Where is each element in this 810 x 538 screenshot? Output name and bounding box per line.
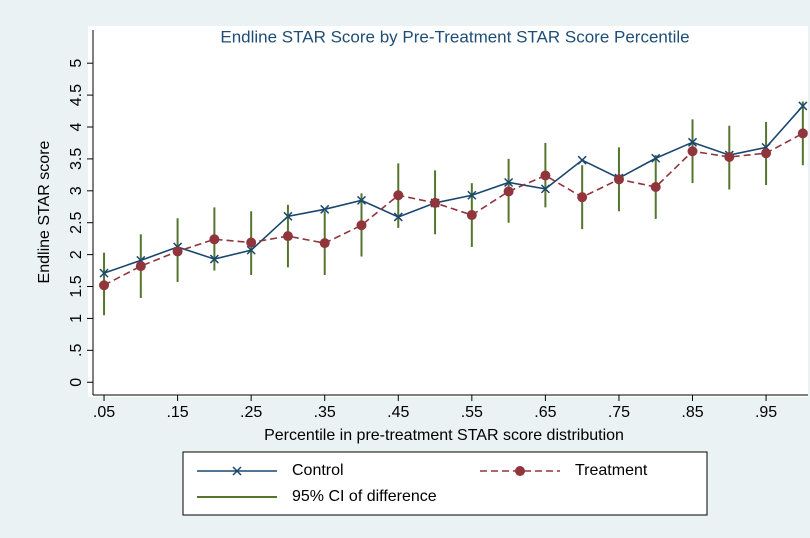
y-tick-label: 4 xyxy=(68,122,85,131)
legend-label: 95% CI of difference xyxy=(292,488,437,505)
y-tick-label: 2.5 xyxy=(68,211,85,233)
marker-circle xyxy=(246,237,257,248)
x-tick-label: .55 xyxy=(461,404,483,421)
marker-x xyxy=(283,211,293,221)
marker-x xyxy=(246,245,256,255)
legend-label: Control xyxy=(292,462,344,479)
marker-circle xyxy=(282,231,293,242)
marker-circle xyxy=(393,190,404,201)
y-tick-label: 4.5 xyxy=(68,84,85,106)
marker-x xyxy=(209,254,219,264)
y-tick-label: 1 xyxy=(68,314,85,323)
marker-circle xyxy=(540,170,551,181)
marker-circle xyxy=(209,234,220,245)
marker-circle xyxy=(613,174,624,185)
marker-circle xyxy=(466,210,477,221)
marker-circle xyxy=(687,146,698,157)
marker-circle xyxy=(99,280,110,291)
x-axis-title: Percentile in pre-treatment STAR score d… xyxy=(264,427,624,444)
marker-circle xyxy=(761,148,772,159)
x-tick-label: .95 xyxy=(755,404,777,421)
y-axis-title: Endline STAR score xyxy=(36,140,53,283)
marker-circle xyxy=(356,220,367,231)
marker-circle xyxy=(503,186,514,197)
marker-x xyxy=(320,204,330,214)
legend-label: Treatment xyxy=(575,462,648,479)
series-line xyxy=(103,132,804,286)
plot-region xyxy=(88,26,808,397)
marker-x xyxy=(232,466,242,476)
y-tick-label: 0 xyxy=(68,378,85,387)
x-tick-label: .45 xyxy=(387,404,409,421)
marker-circle xyxy=(577,192,588,203)
marker-x xyxy=(99,268,109,278)
marker-x xyxy=(577,155,587,165)
y-tick-label: 1.5 xyxy=(68,275,85,297)
marker-circle xyxy=(319,238,330,249)
marker-x xyxy=(540,184,550,194)
marker-circle xyxy=(724,151,735,162)
marker-x xyxy=(467,190,477,200)
marker-circle xyxy=(650,181,661,192)
marker-circle xyxy=(430,197,441,208)
marker-circle xyxy=(135,261,146,272)
y-tick-label: .5 xyxy=(68,344,85,357)
chart-title: Endline STAR Score by Pre-Treatment STAR… xyxy=(220,27,689,46)
marker-x xyxy=(393,212,403,222)
legend xyxy=(182,451,708,516)
marker-x xyxy=(687,137,698,147)
y-tick-label: 3.5 xyxy=(68,148,85,170)
marker-x xyxy=(651,153,661,163)
legend-marker xyxy=(515,466,525,476)
y-tick-label: 5 xyxy=(68,59,85,68)
x-tick-label: .05 xyxy=(93,404,115,421)
marker-x xyxy=(798,101,808,111)
marker-circle xyxy=(172,246,183,257)
x-tick-label: .15 xyxy=(166,404,188,421)
marker-circle xyxy=(797,128,808,139)
series-line xyxy=(103,105,804,274)
x-tick-label: .75 xyxy=(608,404,630,421)
marker-x xyxy=(356,195,367,205)
y-tick-label: 3 xyxy=(68,186,85,195)
marker-x xyxy=(504,177,514,188)
x-tick-label: .25 xyxy=(240,404,262,421)
x-tick-label: .35 xyxy=(314,404,336,421)
x-tick-label: .85 xyxy=(681,404,703,421)
x-tick-label: .65 xyxy=(534,404,556,421)
y-tick-label: 2 xyxy=(68,250,85,259)
